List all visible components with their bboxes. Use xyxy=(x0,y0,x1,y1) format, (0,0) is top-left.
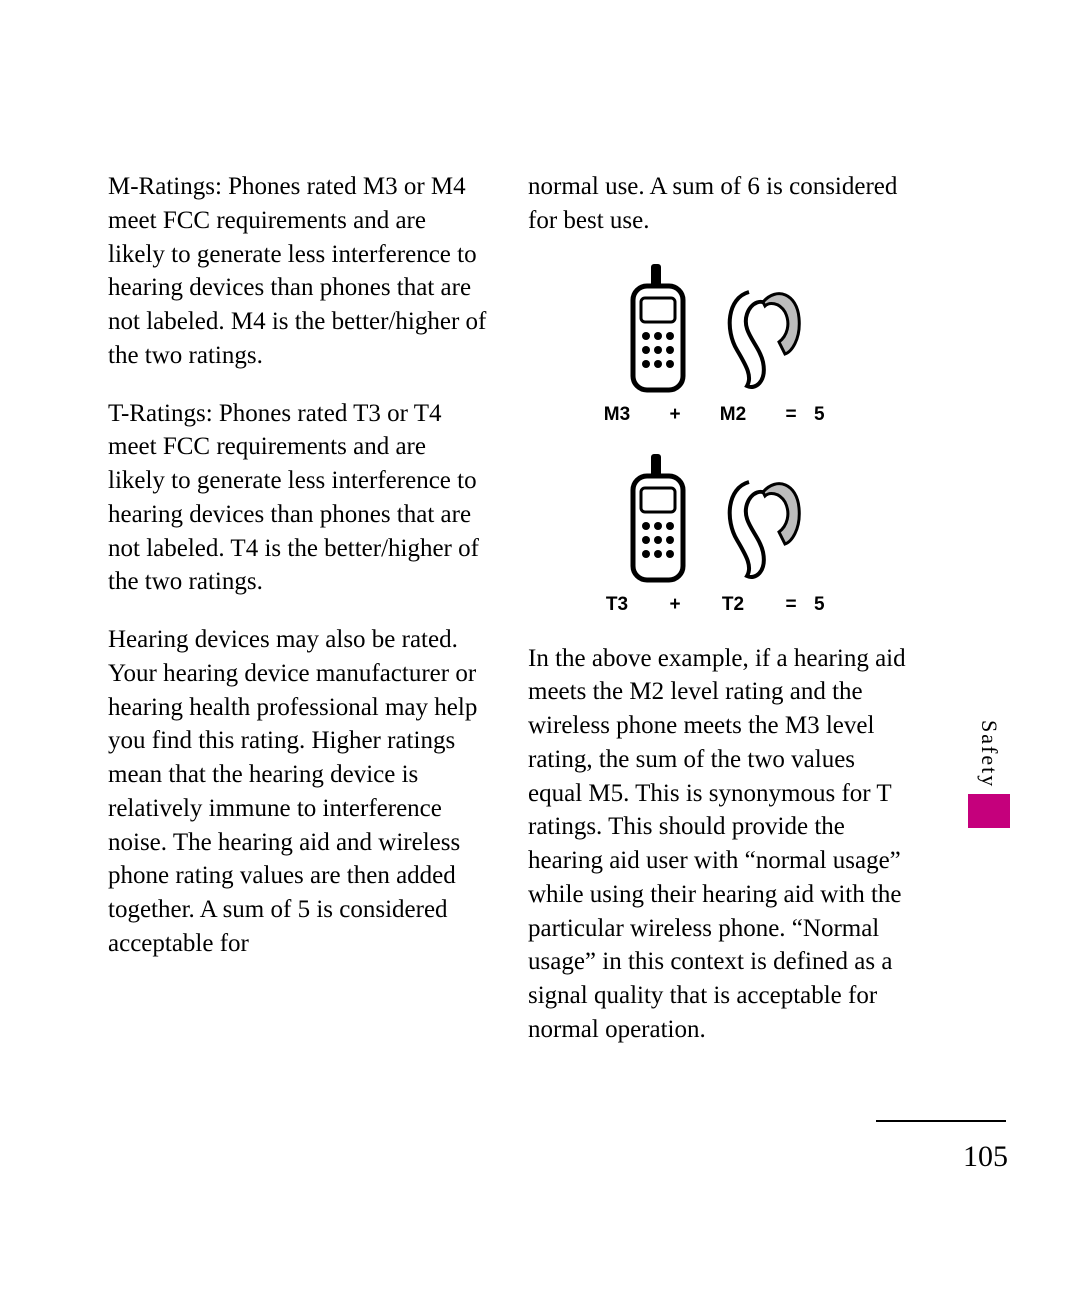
rating-sum: 5 xyxy=(814,594,854,616)
rating-sum: 5 xyxy=(814,404,854,426)
paragraph: T-Ratings: Phones rated T3 or T4 meet FC… xyxy=(108,397,488,600)
aid-rating-label: M2 xyxy=(698,404,768,426)
section-tab: Safety xyxy=(968,720,1010,828)
diagram-equation: T3 + T2 = 5 xyxy=(528,594,908,616)
section-accent-bar xyxy=(968,794,1010,828)
rating-diagram: M3 + M2 = 5 xyxy=(528,262,908,616)
page-number: 105 xyxy=(963,1140,1008,1174)
document-page: M-Ratings: Phones rated M3 or M4 meet FC… xyxy=(0,0,1080,1295)
left-column: M-Ratings: Phones rated M3 or M4 meet FC… xyxy=(108,170,488,1071)
paragraph: Hearing devices may also be rated. Your … xyxy=(108,623,488,961)
equals-sign: = xyxy=(776,594,806,616)
paragraph: normal use. A sum of 6 is considered for… xyxy=(528,170,908,238)
plus-sign: + xyxy=(660,404,690,426)
phone-rating-label: M3 xyxy=(582,404,652,426)
equals-sign: = xyxy=(776,404,806,426)
text-columns: M-Ratings: Phones rated M3 or M4 meet FC… xyxy=(108,170,1020,1071)
right-column: normal use. A sum of 6 is considered for… xyxy=(528,170,908,1071)
plus-sign: + xyxy=(660,594,690,616)
footer-rule xyxy=(876,1120,1006,1122)
diagram-row xyxy=(528,262,908,394)
section-label: Safety xyxy=(976,720,1002,788)
aid-rating-label: T2 xyxy=(698,594,768,616)
diagram-equation: M3 + M2 = 5 xyxy=(528,404,908,426)
paragraph: M-Ratings: Phones rated M3 or M4 meet FC… xyxy=(108,170,488,373)
paragraph: In the above example, if a hearing aid m… xyxy=(528,642,908,1047)
phone-icon xyxy=(627,262,689,394)
phone-rating-label: T3 xyxy=(582,594,652,616)
phone-icon xyxy=(627,452,689,584)
diagram-row xyxy=(528,452,908,584)
hearing-aid-icon xyxy=(719,464,809,584)
hearing-aid-icon xyxy=(719,274,809,394)
